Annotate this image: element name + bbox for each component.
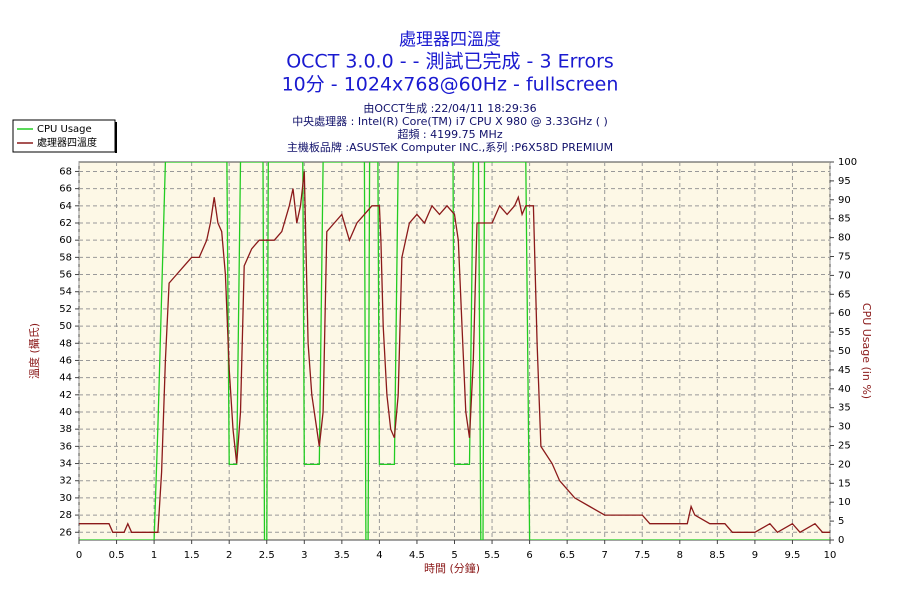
x-axis-label: 時間 (分鐘)	[424, 561, 480, 575]
x-tick-label: 1	[151, 550, 157, 561]
y-axis-label: 溫度 (攝氏)	[27, 323, 41, 379]
y2-tick-label: 85	[838, 214, 851, 225]
y2-tick-label: 80	[838, 233, 851, 244]
y-tick-label: 50	[59, 321, 72, 332]
y-tick-label: 62	[59, 218, 72, 229]
y-tick-label: 60	[59, 235, 72, 246]
chart-title: 處理器四溫度	[399, 30, 501, 50]
y2-tick-label: 55	[838, 327, 851, 338]
y-tick-label: 38	[59, 424, 72, 435]
y-tick-label: 54	[59, 287, 72, 298]
y-tick-label: 36	[59, 441, 72, 452]
x-tick-label: 3.5	[334, 550, 350, 561]
y-tick-label: 58	[59, 252, 72, 263]
y-tick-label: 28	[59, 510, 72, 521]
y2-tick-label: 95	[838, 176, 851, 187]
y-tick-label: 46	[59, 355, 72, 366]
y-tick-label: 26	[59, 527, 72, 538]
x-tick-label: 9.5	[784, 550, 800, 561]
y-tick-label: 44	[59, 373, 72, 384]
x-tick-label: 8.5	[709, 550, 725, 561]
x-tick-label: 6	[526, 550, 532, 561]
x-tick-label: 4.5	[409, 550, 425, 561]
y-tick-label: 34	[59, 459, 72, 470]
x-tick-label: 2	[226, 550, 232, 561]
series-group	[79, 162, 830, 540]
y-tick-label: 48	[59, 338, 72, 349]
y2-tick-label: 15	[838, 478, 851, 489]
y2-tick-label: 30	[838, 422, 851, 433]
x-tick-label: 7.5	[634, 550, 650, 561]
x-tick-label: 10	[824, 550, 837, 561]
y-tick-label: 68	[59, 166, 72, 177]
y2-tick-label: 75	[838, 252, 851, 263]
y-tick-label: 52	[59, 304, 72, 315]
info-line: 中央處理器 : Intel(R) Core(TM) i7 CPU X 980 @…	[292, 114, 608, 128]
y-tick-label: 64	[59, 201, 72, 212]
legend-box	[12, 119, 116, 153]
chart-subtitle: OCCT 3.0.0 - - 測試已完成 - 3 Errors	[286, 51, 614, 73]
x-tick-label: 3	[301, 550, 307, 561]
info-line: 主機板品牌 :ASUSTeK Computer INC.,系列 :P6X58D …	[287, 140, 613, 154]
y2-tick-label: 100	[838, 157, 857, 168]
chart-subtitle: 10分 - 1024x768@60Hz - fullscreen	[282, 74, 619, 96]
y-tick-label: 42	[59, 390, 72, 401]
y2-tick-label: 40	[838, 384, 851, 395]
y2-tick-label: 70	[838, 270, 851, 281]
info-line: 超頻 : 4199.75 MHz	[397, 127, 502, 141]
series-line	[79, 171, 830, 534]
x-tick-label: 6.5	[559, 550, 575, 561]
y2-tick-label: 5	[838, 516, 844, 527]
legend-label: CPU Usage	[37, 124, 92, 135]
y-tick-label: 56	[59, 270, 72, 281]
x-tick-label: 2.5	[259, 550, 275, 561]
y-tick-label: 30	[59, 493, 72, 504]
x-tick-label: 7	[602, 550, 608, 561]
y2-tick-label: 10	[838, 497, 851, 508]
y2-tick-label: 50	[838, 346, 851, 357]
y-tick-label: 40	[59, 407, 72, 418]
y2-tick-label: 45	[838, 365, 851, 376]
legend-label: 處理器四溫度	[37, 136, 97, 149]
y2-tick-label: 65	[838, 289, 851, 300]
x-tick-label: 1.5	[184, 550, 200, 561]
y2-tick-label: 35	[838, 403, 851, 414]
y2-tick-label: 90	[838, 195, 851, 206]
x-tick-label: 9	[752, 550, 758, 561]
x-tick-label: 4	[376, 550, 382, 561]
y2-tick-label: 20	[838, 459, 851, 470]
y-tick-label: 66	[59, 184, 72, 195]
info-line: 由OCCT生成 :22/04/11 18:29:36	[363, 101, 536, 115]
x-tick-label: 8	[677, 550, 683, 561]
x-tick-label: 0.5	[109, 550, 125, 561]
y2-tick-label: 25	[838, 441, 851, 452]
y-tick-label: 32	[59, 476, 72, 487]
y2-axis-label: CPU Usage (in %)	[860, 303, 873, 399]
y2-tick-label: 0	[838, 535, 844, 546]
series-line	[79, 162, 830, 540]
x-tick-label: 0	[76, 550, 82, 561]
y2-tick-label: 60	[838, 308, 851, 319]
x-tick-label: 5.5	[484, 550, 500, 561]
x-tick-label: 5	[451, 550, 457, 561]
